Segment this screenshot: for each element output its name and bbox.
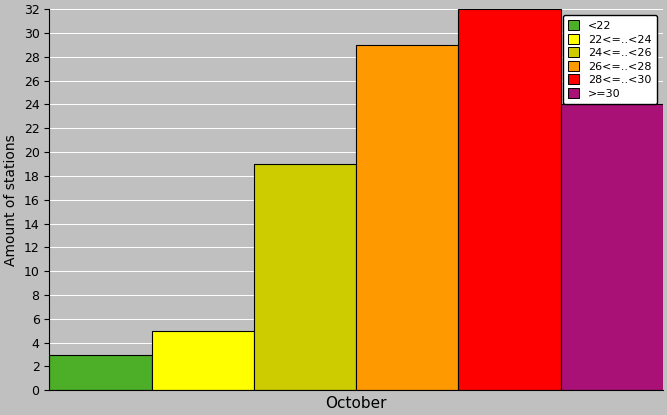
Bar	[458, 9, 560, 390]
Y-axis label: Amount of stations: Amount of stations	[4, 134, 18, 266]
Bar	[151, 331, 254, 390]
Bar	[356, 45, 458, 390]
Bar	[254, 164, 356, 390]
Bar	[49, 354, 151, 390]
X-axis label: October: October	[325, 396, 387, 411]
Bar	[560, 105, 663, 390]
Legend: <22, 22<=..<24, 24<=..<26, 26<=..<28, 28<=..<30, >=30: <22, 22<=..<24, 24<=..<26, 26<=..<28, 28…	[562, 15, 657, 105]
